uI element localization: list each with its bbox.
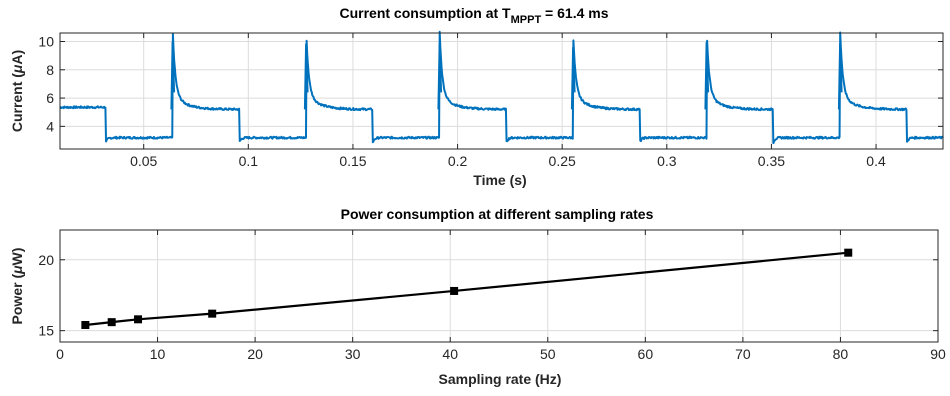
x-tick-label: 0.4	[866, 153, 886, 169]
current-chart-xlabel: Time (s)	[473, 172, 526, 188]
power-chart: Power consumption at different sampling …	[9, 206, 946, 387]
power-chart-plot	[81, 248, 853, 329]
y-tick-label: 15	[38, 323, 54, 339]
current-spike	[170, 41, 176, 110]
y-tick-label: 6	[46, 90, 54, 106]
x-tick-label: 0.3	[657, 153, 677, 169]
current-chart-plot	[59, 30, 944, 145]
y-tick-label: 10	[38, 33, 54, 49]
current-spike	[303, 43, 309, 110]
x-tick-label: 0.15	[339, 153, 366, 169]
x-tick-label: 0.2	[448, 153, 468, 169]
power-data-point	[81, 320, 90, 329]
x-tick-label: 90	[930, 346, 946, 362]
power-data-point	[208, 309, 217, 318]
x-tick-label: 10	[150, 346, 166, 362]
power-chart-ylabel: Power (μW)	[9, 248, 25, 325]
x-tick-label: 70	[735, 346, 751, 362]
power-chart-title: Power consumption at different sampling …	[341, 206, 654, 222]
power-data-point	[134, 315, 143, 324]
current-series-line	[59, 30, 944, 145]
x-tick-label: 0	[56, 346, 64, 362]
current-chart-grid	[60, 33, 943, 149]
current-chart-ylabel: Current (μA)	[9, 50, 25, 132]
x-tick-label: 40	[442, 346, 458, 362]
x-tick-label: 0.35	[758, 153, 785, 169]
x-tick-label: 60	[638, 346, 654, 362]
x-tick-label: 0.25	[549, 153, 576, 169]
x-tick-label: 80	[833, 346, 849, 362]
x-tick-label: 20	[247, 346, 263, 362]
power-chart-ticks: 0 10 20 30 40 50 60 70 80 90 15 20	[38, 230, 946, 362]
current-spike	[704, 42, 710, 110]
power-data-point	[450, 286, 459, 295]
current-chart: Current consumption at TMPPT = 61.4 ms 0…	[9, 5, 944, 188]
current-chart-frame	[59, 32, 944, 150]
power-data-point	[844, 248, 853, 257]
power-chart-frame	[59, 229, 939, 343]
current-spike	[437, 44, 443, 110]
current-spike	[570, 47, 576, 110]
x-tick-label: 0.05	[130, 153, 157, 169]
y-tick-label: 20	[38, 252, 54, 268]
current-chart-title: Current consumption at TMPPT = 61.4 ms	[339, 5, 608, 26]
power-series-line	[85, 251, 849, 327]
x-tick-label: 50	[540, 346, 556, 362]
x-tick-label: 30	[345, 346, 361, 362]
y-tick-label: 4	[46, 118, 54, 134]
current-chart-ticks: 0.05 0.1 0.15 0.2 0.25 0.3 0.35 0.4 4 6 8 10	[38, 33, 943, 169]
current-spike	[837, 43, 843, 110]
power-data-point	[107, 318, 116, 327]
power-chart-xlabel: Sampling rate (Hz)	[439, 371, 562, 387]
y-tick-label: 8	[46, 62, 54, 78]
x-tick-label: 0.1	[239, 153, 259, 169]
